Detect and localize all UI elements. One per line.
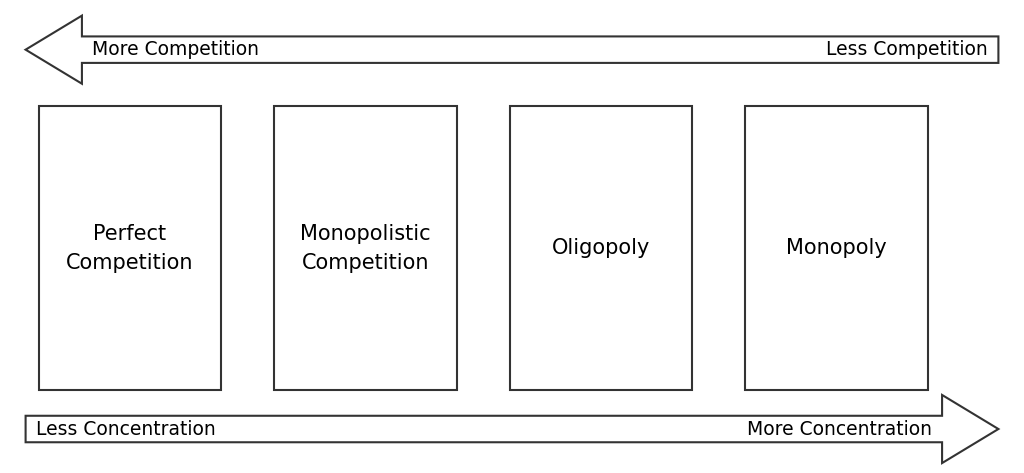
- Text: Monopolistic
Competition: Monopolistic Competition: [300, 224, 431, 273]
- Text: More Competition: More Competition: [92, 40, 259, 59]
- Bar: [274, 106, 457, 390]
- Polygon shape: [26, 16, 998, 84]
- Text: Less Concentration: Less Concentration: [36, 420, 216, 438]
- Bar: [745, 106, 928, 390]
- Bar: [510, 106, 692, 390]
- Text: Monopoly: Monopoly: [786, 238, 887, 258]
- Text: More Concentration: More Concentration: [746, 420, 932, 438]
- Polygon shape: [26, 395, 998, 463]
- Text: Oligopoly: Oligopoly: [552, 238, 650, 258]
- Text: Perfect
Competition: Perfect Competition: [67, 224, 194, 273]
- Bar: [39, 106, 221, 390]
- Text: Less Competition: Less Competition: [826, 40, 988, 59]
